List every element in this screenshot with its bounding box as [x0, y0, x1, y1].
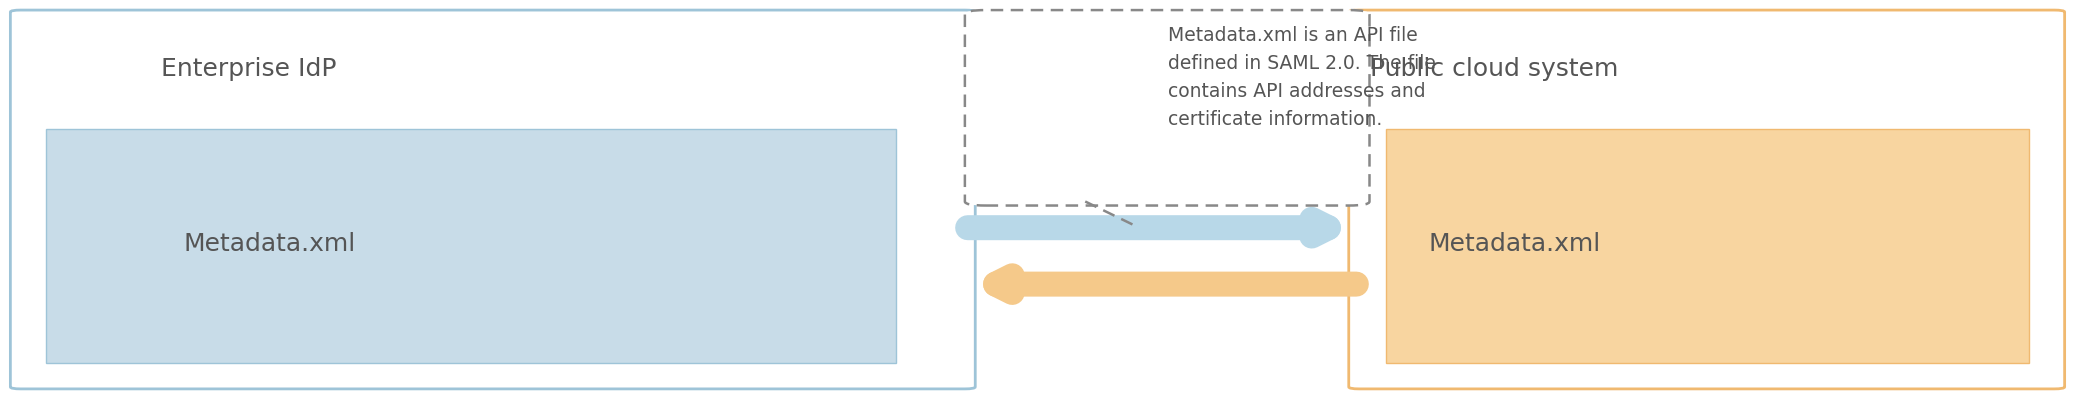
Text: Public cloud system: Public cloud system [1370, 56, 1618, 81]
FancyBboxPatch shape [965, 10, 1370, 206]
FancyBboxPatch shape [1349, 10, 2065, 389]
Bar [46, 129, 896, 363]
FancyBboxPatch shape [10, 10, 975, 389]
Bar [1386, 129, 2029, 363]
Text: Metadata exchange: Metadata exchange [1056, 133, 1289, 157]
Text: Enterprise IdP: Enterprise IdP [162, 56, 336, 81]
Text: Metadata.xml: Metadata.xml [1428, 232, 1602, 256]
Text: Metadata.xml: Metadata.xml [183, 232, 357, 256]
Text: Metadata.xml is an API file
defined in SAML 2.0. The file
contains API addresses: Metadata.xml is an API file defined in S… [1168, 26, 1436, 129]
